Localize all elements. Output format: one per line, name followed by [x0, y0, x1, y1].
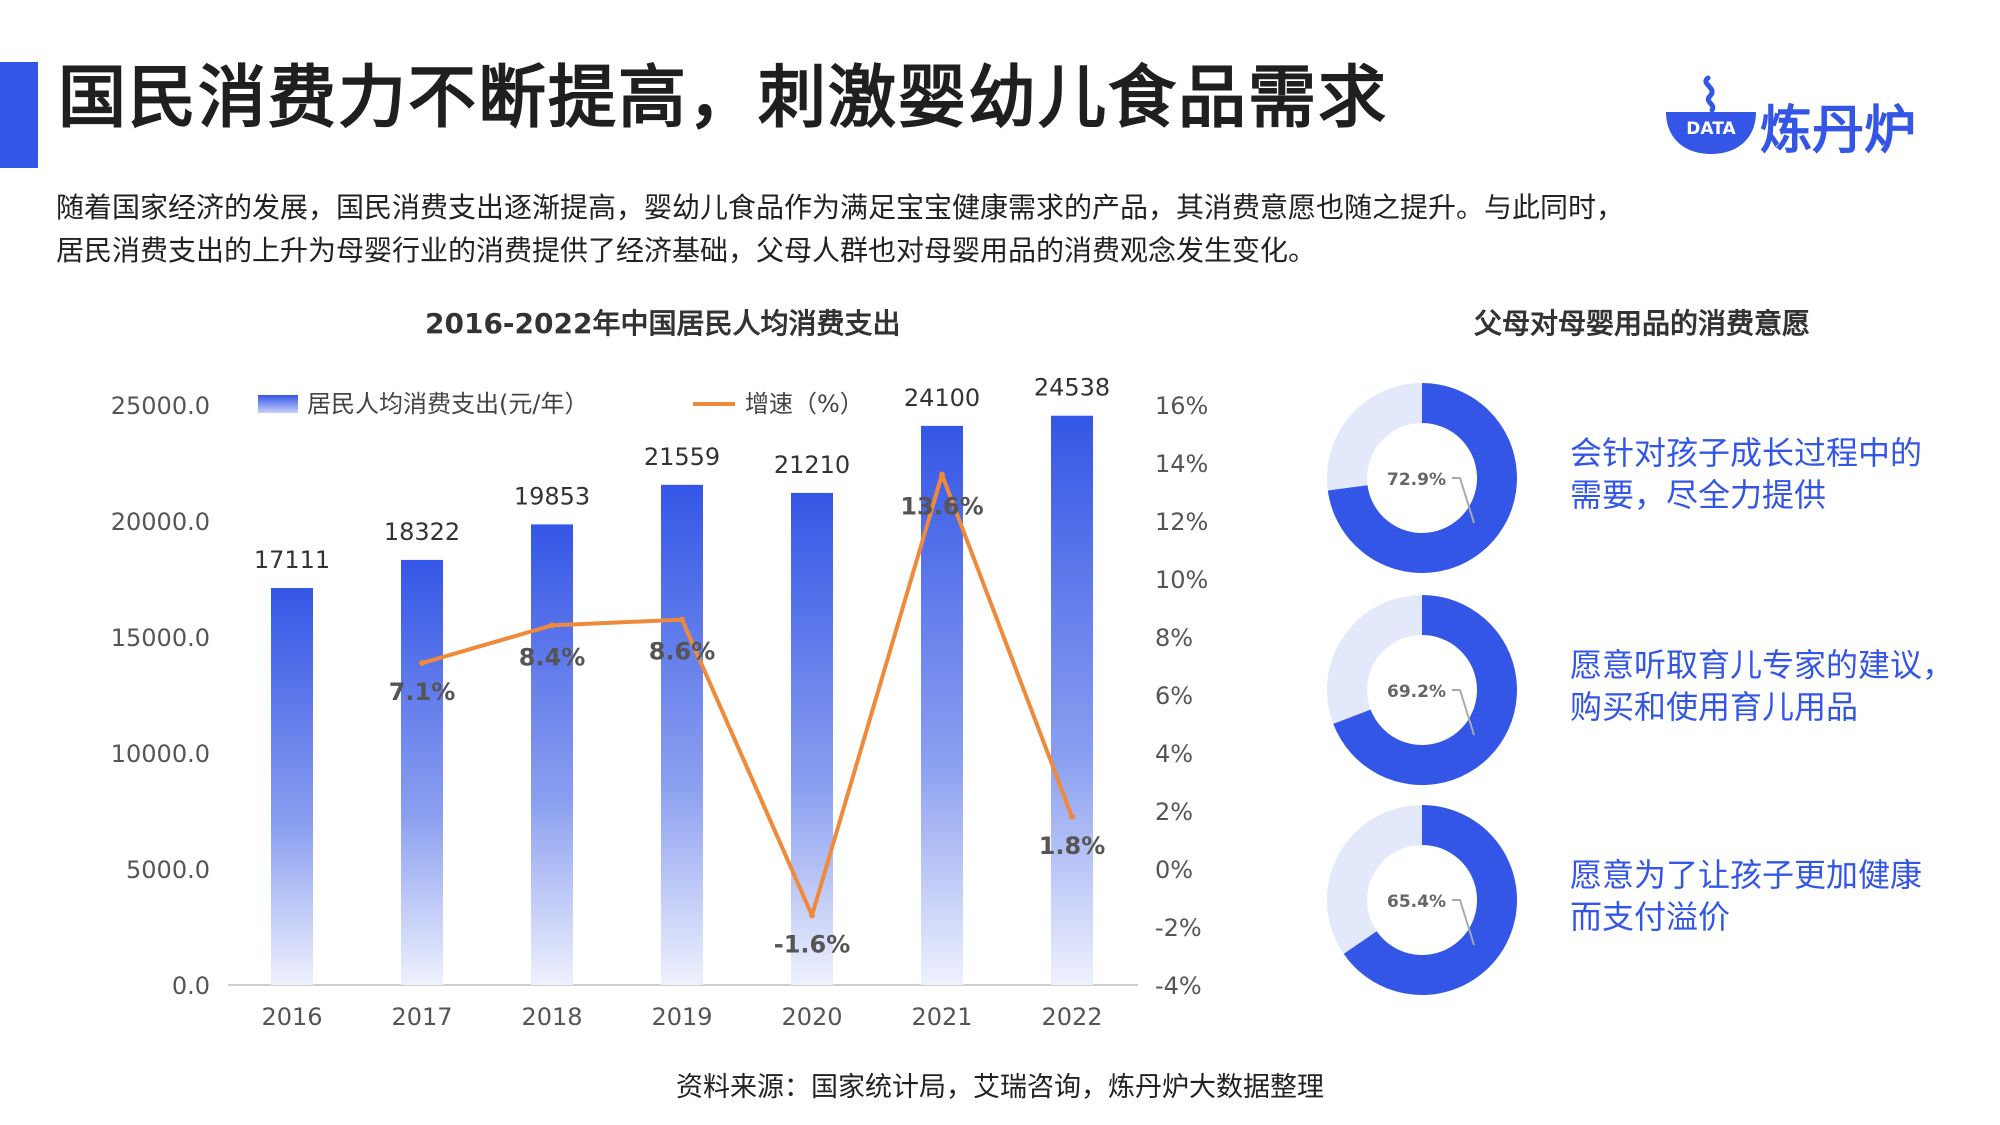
donut-value-label: 69.2%: [1387, 682, 1446, 702]
donut-rest-segment: [1327, 805, 1422, 954]
y-left-tick-label: 25000.0: [111, 392, 210, 420]
y-left-tick-label: 5000.0: [126, 856, 210, 884]
bar: [1051, 415, 1093, 986]
logo-cauldron-icon: DATA: [1666, 75, 1756, 154]
y-left-tick-label: 20000.0: [111, 508, 210, 536]
y-left-tick-label: 10000.0: [111, 740, 210, 768]
donut-description-line: 愿意听取育儿专家的建议，: [1570, 646, 1955, 684]
donut-description-line: 会针对孩子成长过程中的: [1570, 434, 1923, 472]
donut-description: 会针对孩子成长过程中的 需要，尽全力提供: [1570, 432, 1922, 516]
logo-badge: DATA: [1686, 119, 1736, 139]
donut-leader-line: [1452, 477, 1475, 524]
source-note: 资料来源：国家统计局，艾瑞咨询，炼丹炉大数据整理: [676, 1072, 1324, 1103]
intro-text: 随着国家经济的发展，国民消费支出逐渐提高，婴幼儿食品作为满足宝宝健康需求的产品，…: [56, 186, 1956, 272]
donut-description-line: 购买和使用育儿用品: [1570, 688, 1859, 726]
logo-text: 炼丹炉: [1760, 101, 1917, 161]
legend-bar-label: 居民人均消费支出(元/年）: [307, 390, 588, 418]
growth-point: [809, 912, 815, 919]
x-tick-label: 2020: [781, 1003, 842, 1031]
donut-description-line: 而支付溢价: [1570, 898, 1731, 936]
bar: [531, 524, 573, 985]
growth-value-label: 13.6%: [900, 493, 983, 521]
growth-value-label: 8.4%: [519, 643, 586, 671]
legend-bar-swatch: [258, 395, 298, 413]
x-tick-label: 2019: [651, 1003, 712, 1031]
donut-value-label: 65.4%: [1387, 892, 1446, 912]
y-right-tick-label: 8%: [1155, 624, 1193, 652]
bar: [661, 484, 703, 985]
growth-point: [549, 622, 555, 629]
bar-value-label: 19853: [514, 482, 590, 510]
x-tick-label: 2021: [911, 1003, 972, 1031]
donut-description-line: 需要，尽全力提供: [1570, 476, 1827, 514]
title-accent-bar: [0, 62, 38, 168]
x-tick-label: 2016: [261, 1003, 322, 1031]
y-right-tick-label: -2%: [1155, 914, 1202, 942]
y-left-tick-label: 15000.0: [111, 624, 210, 652]
bar-chart-title: 2016-2022年中国居民人均消费支出: [425, 307, 901, 340]
donut-value-segment: [1343, 805, 1517, 995]
donut-value-segment: [1333, 595, 1517, 786]
chart-canvas: 0.0 5000.0 10000.0 15000.0 20000.0 25000.0 -4%…: [111, 374, 1518, 1031]
bar-value-label: 24100: [904, 384, 980, 412]
growth-point: [939, 471, 945, 478]
donut-leader-line: [1452, 689, 1475, 736]
bar: [271, 588, 313, 985]
x-tick-label: 2018: [521, 1003, 582, 1031]
legend-line-label: 增速（%）: [745, 390, 864, 418]
page-title: 国民消费力不断提高，刺激婴幼儿食品需求: [58, 59, 1389, 138]
y-right-tick-label: 10%: [1155, 566, 1208, 594]
y-right-tick-label: 2%: [1155, 798, 1193, 826]
growth-point: [419, 660, 425, 667]
donut-rest-segment: [1327, 383, 1422, 491]
brand-logo: DATA 炼丹炉: [1660, 70, 1950, 161]
bar: [401, 559, 443, 985]
donut-rest-segment: [1326, 595, 1422, 724]
bar-value-label: 21210: [774, 451, 850, 479]
donut-value-segment: [1327, 383, 1518, 573]
bar-value-label: 24538: [1034, 374, 1110, 402]
bar: [791, 492, 833, 985]
donut-description: 愿意为了让孩子更加健康 而支付溢价: [1570, 854, 1922, 938]
y-right-tick-label: 16%: [1155, 392, 1208, 420]
donut-description: 愿意听取育儿专家的建议， 购买和使用育儿用品: [1570, 644, 1954, 728]
y-right-tick-label: 14%: [1155, 450, 1208, 478]
growth-value-label: 1.8%: [1039, 832, 1106, 860]
bar-value-label: 17111: [254, 546, 330, 574]
y-right-tick-label: 0%: [1155, 856, 1193, 884]
growth-value-label: 8.6%: [649, 638, 716, 666]
intro-line-2: 居民消费支出的上升为母婴行业的消费提供了经济基础，父母人群也对母婴用品的消费观念…: [56, 234, 1317, 267]
y-right-tick-label: 4%: [1155, 740, 1193, 768]
donut-description-line: 愿意为了让孩子更加健康: [1570, 856, 1923, 894]
donut-value-label: 72.9%: [1387, 470, 1446, 490]
bar-value-label: 18322: [384, 518, 460, 546]
growth-point: [1069, 813, 1075, 820]
growth-value-label: -1.6%: [774, 930, 851, 958]
bar-value-label: 21559: [644, 443, 720, 471]
donut-leader-line: [1452, 899, 1475, 946]
y-left-tick-label: 0.0: [172, 972, 210, 1000]
y-right-tick-label: -4%: [1155, 972, 1202, 1000]
intro-line-1: 随着国家经济的发展，国民消费支出逐渐提高，婴幼儿食品作为满足宝宝健康需求的产品，…: [56, 191, 1625, 224]
donut-section-title: 父母对母婴用品的消费意愿: [1474, 307, 1811, 340]
x-tick-label: 2022: [1041, 1003, 1102, 1031]
growth-point: [679, 616, 685, 623]
growth-value-label: 7.1%: [389, 678, 456, 706]
y-right-tick-label: 6%: [1155, 682, 1193, 710]
growth-line: [421, 472, 1074, 918]
y-right-tick-label: 12%: [1155, 508, 1208, 536]
x-tick-label: 2017: [391, 1003, 452, 1031]
